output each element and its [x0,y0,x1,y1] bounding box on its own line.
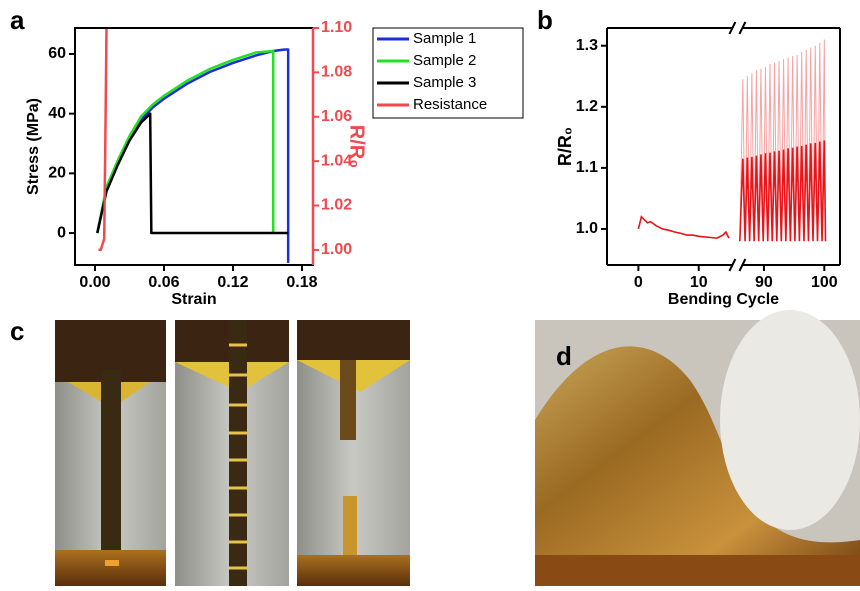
panel-label: d [556,341,572,371]
y-axis-title: Stress (MPa) [25,98,42,195]
panel-label: c [10,316,24,346]
line-series [96,112,289,235]
y2-tick-label: 1.04 [321,152,352,169]
series-group [637,39,827,242]
y-axis-title: R/R₀ [555,127,575,166]
legend-label: Sample 1 [413,30,476,47]
axis-break [728,21,737,35]
legend-label: Sample 3 [413,74,476,91]
y-tick-label: 40 [48,105,66,122]
line-series [96,49,275,234]
y-tick-label: 1.3 [576,37,598,54]
y-tick-label: 1.1 [576,159,598,176]
y2-tick-label: 1.06 [321,108,352,125]
line-series [637,140,827,242]
line-series [96,48,290,263]
panel-label: b [537,5,553,35]
series-group [96,28,290,263]
y-tick-label: 1.0 [576,220,598,237]
legend-label: Sample 2 [413,52,476,69]
photo-c3 [297,320,410,586]
y2-tick-label: 1.02 [321,197,352,214]
plot-frame [74,27,314,266]
y2-tick-label: 1.10 [321,19,352,36]
legend-box [372,27,524,119]
y2-axis-title: R/R₀ [346,125,368,168]
x-axis-title: Bending Cycle [668,291,779,308]
y-tick-label: 0 [57,224,66,241]
photo-c1 [55,320,166,586]
panel-label: a [10,5,25,35]
x-axis-title: Strain [171,291,216,308]
x-tick-label: 0.18 [286,274,317,291]
x-tick-label: 0 [634,274,643,291]
x-tick-label: 90 [755,274,773,291]
x-tick-label: 0.00 [79,274,110,291]
x-tick-label: 100 [811,274,838,291]
x-tick-label: 0.06 [148,274,179,291]
legend-label: Resistance [413,96,487,113]
y2-tick-label: 1.00 [321,241,352,258]
x-tick-label: 10 [690,274,708,291]
photo-d [535,310,860,586]
y-tick-label: 20 [48,165,66,182]
line-series [98,28,108,252]
photo-c2 [175,320,289,586]
y2-tick-label: 1.08 [321,64,352,81]
x-tick-label: 0.12 [217,274,248,291]
axis-break [728,258,737,272]
y-tick-label: 60 [48,45,66,62]
y-tick-label: 1.2 [576,98,598,115]
